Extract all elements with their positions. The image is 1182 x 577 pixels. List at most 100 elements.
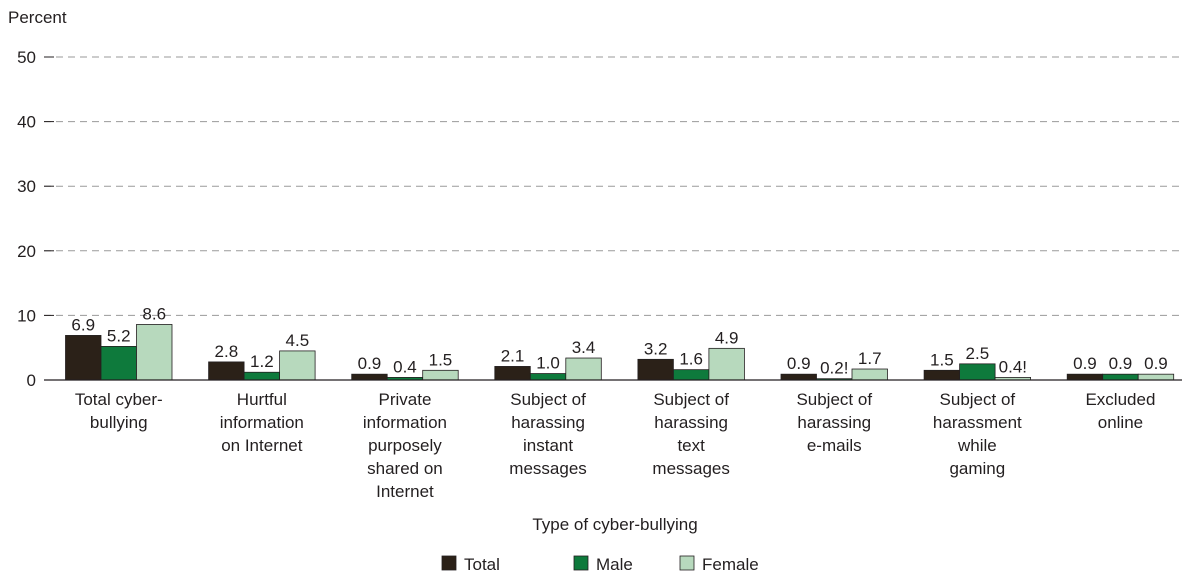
legend-label-female: Female	[702, 555, 759, 574]
data-labels: 6.9 2.8 0.9 2.1 3.2 0.9 1.5 0.9 5.2 1.2 0.4 1.0 1.6 0…	[71, 304, 1167, 377]
category-label-line: Subject of	[653, 390, 729, 409]
data-label: 1.7	[858, 349, 882, 368]
category-label: Excluded online	[1085, 390, 1155, 432]
data-label: 5.2	[107, 326, 131, 345]
bar-female	[708, 347, 745, 381]
gridlines	[44, 56, 1182, 316]
legend: Total Male Female	[441, 555, 759, 574]
data-label: 1.0	[536, 354, 560, 373]
category-label: Subject of harassing instant messages	[509, 390, 586, 478]
category-label-line: Total cyber-	[75, 390, 163, 409]
bar-total	[780, 373, 817, 381]
legend-swatch-female	[679, 555, 695, 571]
category-label-line: Internet	[376, 482, 434, 501]
data-label: 0.4	[393, 357, 417, 376]
category-label-line: on Internet	[221, 436, 303, 455]
category-label-line: instant	[523, 436, 573, 455]
y-tick-label: 30	[17, 177, 36, 196]
category-label-line: information	[363, 413, 447, 432]
category-label-line: information	[220, 413, 304, 432]
data-label: 0.4!	[999, 357, 1027, 376]
data-label: 2.8	[215, 342, 239, 361]
y-axis-ticks: 0 10 20 30 40 50	[17, 48, 54, 390]
category-label: Total cyber-bullying	[75, 390, 163, 432]
data-label: 4.5	[286, 331, 310, 350]
bar-male	[100, 346, 137, 381]
category-label-line: harassing	[511, 413, 585, 432]
legend-swatch-male	[573, 555, 589, 571]
category-label-line: Hurtful	[237, 390, 287, 409]
data-label: 1.2	[250, 352, 274, 371]
bar-total	[923, 369, 960, 381]
bar-male	[529, 373, 567, 381]
category-label: Subject of harassing e-mails	[796, 390, 872, 455]
bar-female	[279, 350, 316, 381]
data-label: 0.9	[1144, 354, 1168, 373]
legend-label-total: Total	[464, 555, 500, 574]
category-label-line: Subject of	[510, 390, 586, 409]
legend-label-male: Male	[596, 555, 633, 574]
category-label-line: purposely	[368, 436, 442, 455]
bar-male	[243, 371, 281, 381]
bars	[65, 324, 1175, 381]
data-label: 0.9	[1109, 354, 1133, 373]
category-label-line: bullying	[90, 413, 148, 432]
bar-total	[351, 373, 388, 381]
category-label: Subject of harassing text messages	[652, 390, 729, 478]
category-label-line: harassing	[654, 413, 728, 432]
category-label-line: Subject of	[796, 390, 872, 409]
y-axis-title: Percent	[8, 8, 67, 27]
bar-female	[422, 369, 459, 381]
category-label-line: online	[1098, 413, 1143, 432]
data-label: 0.2!	[820, 359, 848, 378]
bar-total	[208, 361, 245, 381]
data-label: 2.1	[501, 346, 525, 365]
bar-total	[637, 358, 674, 381]
category-label-line: shared on	[367, 459, 443, 478]
category-label-line: messages	[652, 459, 729, 478]
bar-total	[494, 366, 531, 381]
category-label-line: Excluded	[1085, 390, 1155, 409]
y-tick-label: 10	[17, 306, 36, 325]
category-label-line: messages	[509, 459, 586, 478]
category-labels: Total cyber-bullying Hurtful information on…	[75, 390, 1156, 501]
bar-total	[65, 335, 102, 381]
data-label: 0.9	[358, 354, 382, 373]
category-label-line: Private	[378, 390, 431, 409]
bar-male	[959, 363, 996, 381]
category-label-line: gaming	[949, 459, 1005, 478]
data-label: 3.2	[644, 339, 668, 358]
data-label: 2.5	[966, 344, 990, 363]
data-label: 4.9	[715, 328, 739, 347]
bar-female	[851, 368, 888, 381]
category-label: Subject of harassment while gaming	[933, 390, 1022, 478]
bar-female	[565, 357, 602, 381]
bar-male	[673, 369, 710, 381]
y-tick-label: 50	[17, 48, 36, 67]
y-tick-label: 0	[27, 371, 36, 390]
bar-female	[136, 324, 173, 381]
data-label: 1.6	[679, 350, 703, 369]
category-label-line: text	[677, 436, 705, 455]
data-label: 3.4	[572, 338, 596, 357]
data-label: 1.5	[930, 350, 954, 369]
legend-swatch-total	[441, 555, 457, 571]
y-tick-label: 40	[17, 113, 36, 132]
bar-male	[1102, 373, 1139, 381]
bar-female	[1137, 373, 1175, 381]
data-label: 0.9	[787, 354, 811, 373]
data-label: 0.9	[1073, 354, 1097, 373]
y-tick-label: 20	[17, 242, 36, 261]
data-label: 1.5	[429, 350, 453, 369]
data-label: 6.9	[71, 315, 95, 334]
data-label: 8.6	[142, 304, 166, 323]
category-label-line: e-mails	[807, 436, 862, 455]
category-label: Hurtful information on Internet	[220, 390, 304, 455]
bar-total	[1066, 373, 1104, 381]
category-label-line: harassing	[797, 413, 871, 432]
category-label-line: Subject of	[940, 390, 1016, 409]
category-label-line: harassment	[933, 413, 1022, 432]
x-axis-title: Type of cyber-bullying	[532, 515, 697, 534]
category-label: Private information purposely shared on Inte…	[363, 390, 447, 501]
